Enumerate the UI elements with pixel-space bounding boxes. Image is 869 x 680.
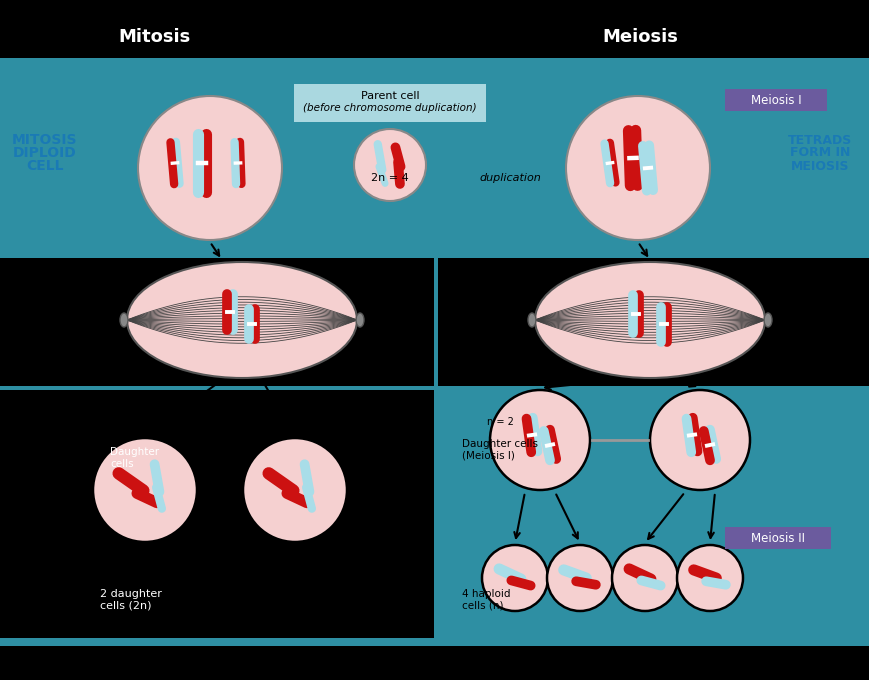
Circle shape xyxy=(93,438,196,542)
Text: Daughter
cells: Daughter cells xyxy=(109,447,159,469)
Circle shape xyxy=(676,545,742,611)
Text: n = 2: n = 2 xyxy=(282,557,308,567)
Bar xyxy=(0,58,434,86)
Text: Meiosis I: Meiosis I xyxy=(750,94,800,107)
Text: 2 daughter
cells (2n): 2 daughter cells (2n) xyxy=(100,589,162,611)
Text: n = 2: n = 2 xyxy=(131,557,158,567)
Ellipse shape xyxy=(120,313,128,327)
Bar xyxy=(435,386,869,640)
Bar xyxy=(0,86,434,254)
Ellipse shape xyxy=(127,262,356,378)
Circle shape xyxy=(489,390,589,490)
Circle shape xyxy=(649,390,749,490)
Text: Parent cell: Parent cell xyxy=(361,91,419,101)
Text: Meiosis II: Meiosis II xyxy=(750,532,804,545)
Circle shape xyxy=(566,96,709,240)
Text: 4 haploid
cells (n): 4 haploid cells (n) xyxy=(461,589,510,611)
Bar xyxy=(0,646,869,680)
FancyBboxPatch shape xyxy=(294,84,486,122)
Bar xyxy=(0,86,869,89)
Bar xyxy=(0,638,869,646)
Bar xyxy=(435,254,869,386)
Text: (before chromosome duplication): (before chromosome duplication) xyxy=(302,103,476,113)
Text: TETRADS: TETRADS xyxy=(787,133,851,146)
FancyBboxPatch shape xyxy=(724,89,826,111)
Text: FORM IN: FORM IN xyxy=(789,146,849,160)
Text: n = 2: n = 2 xyxy=(486,417,513,427)
Text: MEIOSIS: MEIOSIS xyxy=(790,160,848,173)
Circle shape xyxy=(611,545,677,611)
Circle shape xyxy=(242,438,347,542)
FancyBboxPatch shape xyxy=(724,527,830,549)
Text: 2n = 4: 2n = 4 xyxy=(371,173,408,183)
Text: CELL: CELL xyxy=(26,159,63,173)
Bar xyxy=(0,386,434,640)
Text: Meiosis: Meiosis xyxy=(601,28,677,46)
Bar xyxy=(0,0,869,58)
Circle shape xyxy=(138,96,282,240)
Ellipse shape xyxy=(355,313,363,327)
Bar xyxy=(434,58,437,640)
Bar xyxy=(0,386,869,390)
Ellipse shape xyxy=(527,313,535,327)
Bar xyxy=(435,58,869,86)
Bar xyxy=(0,254,869,258)
Circle shape xyxy=(354,129,426,201)
Circle shape xyxy=(547,545,613,611)
Text: DIPLOID: DIPLOID xyxy=(13,146,76,160)
Bar xyxy=(435,86,869,254)
Text: Daughter cells
(Meiosis I): Daughter cells (Meiosis I) xyxy=(461,439,537,461)
Bar xyxy=(0,638,869,642)
Circle shape xyxy=(481,545,547,611)
Text: Mitosis: Mitosis xyxy=(119,28,191,46)
Text: duplication: duplication xyxy=(479,173,541,183)
Ellipse shape xyxy=(534,262,764,378)
Text: MITOSIS: MITOSIS xyxy=(12,133,77,147)
Ellipse shape xyxy=(763,313,771,327)
Bar xyxy=(0,254,434,386)
